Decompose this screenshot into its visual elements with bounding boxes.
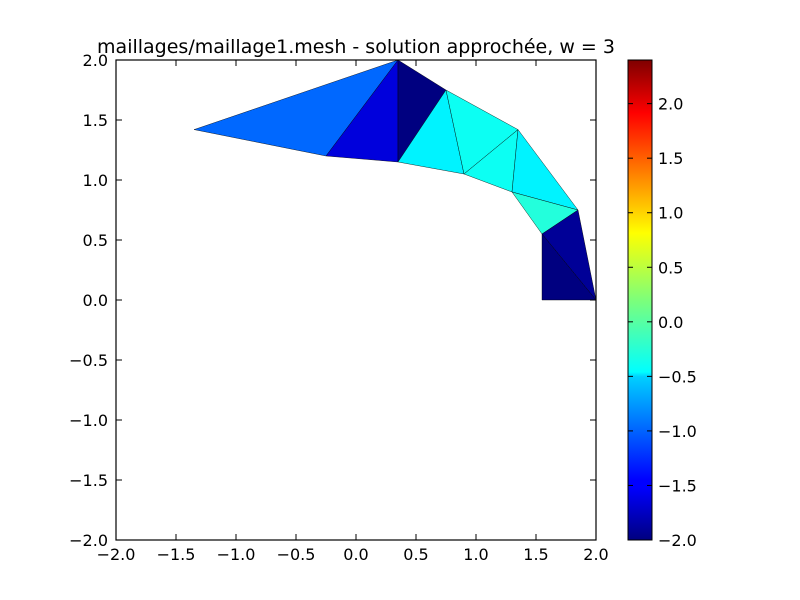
y-tick-label: −2.0 — [69, 531, 108, 550]
colorbar-tick-label: −2.0 — [658, 531, 697, 550]
mesh-triangles — [193, 59, 597, 301]
x-tick-label: −0.5 — [277, 545, 316, 564]
x-tick-label: 0.5 — [403, 545, 428, 564]
colorbar-tick-label: 2.0 — [658, 95, 683, 114]
colorbar-gradient — [627, 59, 653, 541]
colorbar-tick-label: −1.0 — [658, 422, 697, 441]
x-tick-label: 2.0 — [583, 545, 608, 564]
x-tick-label: 0.0 — [343, 545, 368, 564]
colorbar-ticks: −2.0 −1.5 −1.0 −0.5 0.0 0.5 1.0 1.5 2.0 — [628, 95, 697, 550]
y-tick-label: 1.0 — [83, 171, 108, 190]
y-tick-label: 2.0 — [83, 51, 108, 70]
y-tick-label: −1.0 — [69, 411, 108, 430]
colorbar-tick-label: 1.5 — [658, 149, 683, 168]
x-tick-label: −2.0 — [97, 545, 136, 564]
y-tick-label: −1.5 — [69, 471, 108, 490]
x-tick-label: 1.0 — [463, 545, 488, 564]
colorbar-tick-label: −1.5 — [658, 476, 697, 495]
y-tick-label: 1.5 — [83, 111, 108, 130]
colorbar: −2.0 −1.5 −1.0 −0.5 0.0 0.5 1.0 1.5 2.0 — [627, 59, 697, 550]
colorbar-tick-label: 0.0 — [658, 313, 683, 332]
y-tick-label: 0.5 — [83, 231, 108, 250]
colorbar-tick-label: −0.5 — [658, 367, 697, 386]
y-tick-label: −0.5 — [69, 351, 108, 370]
colorbar-tick-label: 0.5 — [658, 258, 683, 277]
chart-title: maillages/maillage1.mesh - solution appr… — [97, 36, 615, 58]
x-tick-label: 1.5 — [523, 545, 548, 564]
colorbar-tick-label: 1.0 — [658, 204, 683, 223]
mesh-triangle-9 — [541, 233, 597, 301]
y-axis: −2.0 −1.5 −1.0 −0.5 0.0 0.5 1.0 1.5 2.0 — [69, 51, 596, 550]
x-tick-label: −1.5 — [157, 545, 196, 564]
y-tick-label: 0.0 — [83, 291, 108, 310]
x-axis: −2.0 −1.5 −1.0 −0.5 0.0 0.5 1.0 1.5 2.0 — [97, 60, 609, 564]
x-tick-label: −1.0 — [217, 545, 256, 564]
